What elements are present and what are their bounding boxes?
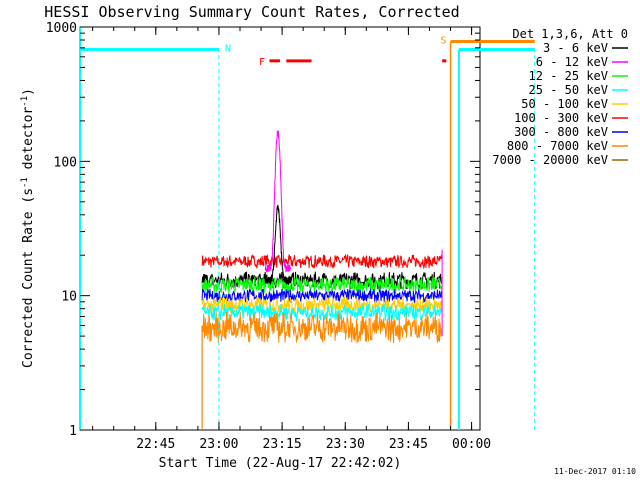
chart-title: HESSI Observing Summary Count Rates, Cor… — [44, 3, 459, 21]
series-line-12-25keV — [201, 276, 443, 294]
x-tick-label: 23:00 — [199, 437, 238, 452]
y-tick-label: 1 — [69, 424, 77, 439]
series-line-25-50keV — [201, 303, 443, 322]
legend-label-4: 50 - 100 keV — [521, 97, 608, 111]
night-label: N — [225, 43, 231, 54]
y-axis-label-mid: detector — [21, 107, 36, 178]
plot-area: N S F — [79, 27, 536, 430]
footer-date: 11-Dec-2017 01:10 — [554, 467, 636, 476]
y-tick-label: 100 — [54, 155, 77, 170]
y-axis-label: Corrected Count Rate (s-1 detector-1) — [20, 88, 36, 368]
x-tick-label: 23:15 — [263, 437, 302, 452]
y-axis-label-main: Corrected Count Rate (s — [21, 188, 36, 368]
x-tick-label: 00:00 — [452, 437, 491, 452]
x-tick-label: 23:30 — [326, 437, 365, 452]
series-line-300-800keV — [201, 288, 443, 303]
flare-peak-6-12keV — [264, 130, 291, 273]
flare-label: F — [259, 57, 265, 68]
y-axis-label-end: ) — [21, 88, 36, 96]
y-tick-label: 1000 — [46, 21, 77, 36]
legend-label-3: 25 - 50 keV — [529, 83, 608, 97]
flare-peak-3-6keV — [264, 204, 291, 285]
legend-label-5: 100 - 300 keV — [514, 111, 608, 125]
legend-label-1: 6 - 12 keV — [536, 55, 608, 69]
legend-label-6: 300 - 800 keV — [514, 125, 608, 139]
legend-header: Det 1,3,6, Att 0 — [512, 27, 628, 41]
series-line-50-100keV — [201, 296, 443, 314]
x-tick-label: 22:45 — [136, 437, 175, 452]
legend-label-7: 800 - 7000 keV — [507, 139, 608, 153]
series-line-800-7000keV — [201, 311, 443, 344]
saa-label: S — [441, 35, 447, 46]
y-tick-label: 10 — [61, 290, 77, 305]
legend-label-0: 3 - 6 keV — [543, 41, 608, 55]
y-axis-label-sup2: -1 — [20, 96, 30, 107]
y-axis-label-sup1: -1 — [20, 177, 30, 188]
legend-label-8: 7000 - 20000 keV — [492, 153, 608, 167]
x-axis: 22:45 23:00 23:15 23:30 23:45 00:00 — [92, 27, 491, 452]
y-axis: 1 10 100 1000 — [46, 21, 480, 439]
legend-label-2: 12 - 25 keV — [529, 69, 608, 83]
x-tick-label: 23:45 — [389, 437, 428, 452]
x-axis-label: Start Time (22-Aug-17 22:42:02) — [159, 456, 402, 471]
series-line-100-300keV — [201, 253, 443, 270]
